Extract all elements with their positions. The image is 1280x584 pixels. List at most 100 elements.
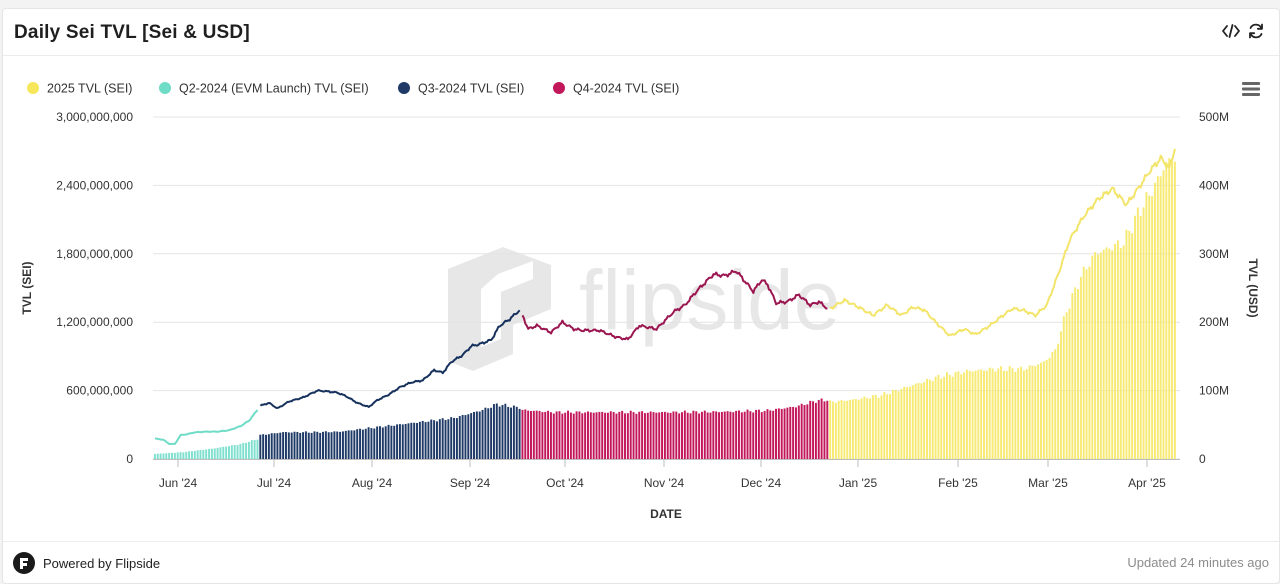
- bar: [1142, 207, 1145, 459]
- legend-item-1[interactable]: 2025 TVL (SEI): [27, 82, 132, 96]
- line-1: [154, 409, 259, 446]
- menu-bar-1: [1242, 82, 1260, 85]
- bar: [245, 442, 248, 459]
- x-tick-label: Jul '24: [257, 476, 292, 490]
- bar: [276, 433, 279, 459]
- bar: [359, 428, 362, 459]
- bar: [914, 383, 917, 459]
- y-tick-left: 0: [126, 452, 133, 466]
- bar: [948, 374, 951, 459]
- bar: [643, 413, 646, 459]
- bar: [495, 403, 498, 459]
- bar: [458, 416, 461, 459]
- bar: [182, 452, 185, 459]
- bar: [877, 397, 880, 459]
- bar: [974, 370, 977, 459]
- bar: [940, 378, 943, 459]
- bar: [447, 419, 450, 459]
- bar: [481, 409, 484, 459]
- bar: [1065, 312, 1068, 459]
- y-tick-left: 600,000,000: [66, 384, 133, 398]
- bar: [1099, 252, 1102, 459]
- legend-item-4[interactable]: Q4-2024 TVL (SEI): [553, 82, 679, 96]
- bar: [239, 444, 242, 459]
- menu-bar-2: [1242, 87, 1260, 91]
- chart-legend[interactable]: 2025 TVL (SEI) Q2-2024 (EVM Launch) TVL (…: [27, 82, 679, 96]
- bar: [980, 369, 983, 459]
- bar: [806, 404, 809, 459]
- line-2: [259, 309, 521, 409]
- bar: [931, 380, 934, 459]
- bar: [587, 411, 589, 459]
- refresh-icon[interactable]: [1246, 21, 1266, 41]
- y-tick-right: 100M: [1199, 384, 1229, 398]
- bar: [1159, 176, 1162, 459]
- legend-item-3[interactable]: Q3-2024 TVL (SEI): [398, 82, 524, 96]
- bar: [755, 409, 758, 459]
- code-icon-glyph: [1222, 24, 1240, 38]
- bar: [857, 399, 860, 459]
- legend-marker: [398, 82, 410, 94]
- bar: [977, 369, 980, 459]
- bar: [954, 372, 957, 459]
- bar: [735, 410, 738, 459]
- legend-item-2[interactable]: Q2-2024 (EVM Launch) TVL (SEI): [159, 82, 369, 96]
- bar: [1085, 269, 1088, 459]
- x-tick-label: Sep '24: [450, 476, 491, 490]
- bar: [757, 409, 760, 459]
- powered-by[interactable]: Powered by Flipside: [13, 552, 160, 574]
- watermark-logo-shape: [448, 247, 551, 371]
- bar: [330, 432, 333, 459]
- bar: [965, 369, 968, 459]
- bar: [1045, 359, 1048, 459]
- bar: [535, 410, 538, 459]
- bar: [501, 405, 504, 459]
- chart-menu-icon[interactable]: [1242, 82, 1260, 96]
- bar: [900, 388, 903, 459]
- bar: [732, 412, 735, 459]
- bar: [492, 404, 495, 459]
- bar: [926, 378, 928, 459]
- bar: [621, 410, 624, 459]
- bar: [957, 371, 960, 459]
- bar: [247, 441, 250, 459]
- bar: [205, 449, 208, 459]
- bar: [1059, 331, 1062, 459]
- bar: [287, 432, 290, 459]
- menu-bar-3: [1242, 93, 1260, 96]
- y-tick-right: 0: [1199, 452, 1206, 466]
- bar: [1151, 196, 1154, 459]
- bar: [766, 409, 769, 459]
- bar: [404, 423, 407, 459]
- bar: [450, 417, 453, 459]
- bar: [1111, 250, 1114, 459]
- bar: [823, 401, 826, 459]
- bar: [416, 423, 418, 459]
- bar: [299, 432, 302, 459]
- bar: [1094, 252, 1097, 459]
- bar: [253, 439, 256, 459]
- bar: [302, 432, 305, 459]
- bar: [1057, 343, 1060, 459]
- bar: [1162, 170, 1165, 459]
- code-icon[interactable]: [1221, 21, 1241, 41]
- bar: [230, 445, 233, 459]
- bar: [629, 410, 632, 459]
- bar: [814, 402, 817, 459]
- bar: [1116, 240, 1119, 459]
- bars-1: [153, 439, 259, 459]
- bar: [649, 411, 652, 459]
- bar: [994, 371, 997, 459]
- bar: [461, 414, 464, 459]
- bar: [430, 419, 433, 459]
- bar: [678, 413, 681, 459]
- bar: [1079, 276, 1082, 459]
- bar: [1105, 247, 1108, 459]
- watermark-text: flipside: [579, 253, 840, 347]
- bar: [658, 412, 661, 459]
- updated-label: Updated 24 minutes ago: [1127, 555, 1269, 570]
- bar: [834, 402, 837, 459]
- bar: [638, 411, 641, 459]
- bar: [324, 431, 327, 459]
- line-3: [521, 269, 828, 341]
